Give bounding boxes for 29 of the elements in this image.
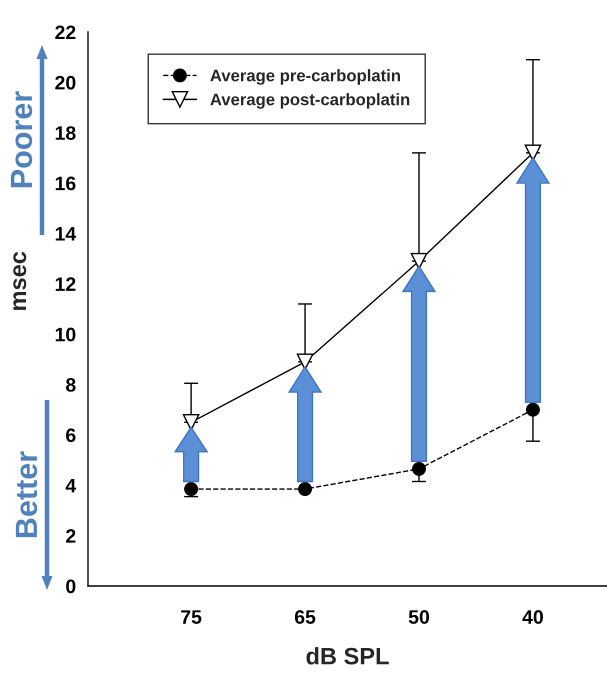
y-tick-label: 6 bbox=[66, 428, 76, 442]
text: Poorer bbox=[10, 91, 32, 188]
y-tick-label: 8 bbox=[66, 378, 76, 392]
y-tick-label: 10 bbox=[56, 328, 76, 342]
text: Better bbox=[16, 451, 38, 538]
point bbox=[410, 252, 428, 270]
point bbox=[524, 144, 542, 162]
y-tick-label: 18 bbox=[56, 126, 76, 140]
y-tick-label: 16 bbox=[56, 176, 76, 190]
y-tick-label: 14 bbox=[56, 227, 76, 240]
point bbox=[412, 462, 426, 476]
x-tick-label: 75 bbox=[181, 610, 202, 624]
x-axis-title: dB SPL bbox=[306, 647, 389, 665]
point bbox=[296, 354, 314, 370]
point bbox=[298, 482, 312, 496]
y-tick-label: 22 bbox=[55, 25, 76, 40]
legend-label: Average pre-carboplatin bbox=[210, 69, 400, 85]
y-tick-label: 2 bbox=[66, 529, 76, 543]
y-tick-label: 0 bbox=[66, 579, 76, 594]
x-tick-label: 40 bbox=[522, 610, 543, 624]
y-tick-label: 4 bbox=[66, 478, 76, 492]
y-axis-title: msec bbox=[13, 252, 26, 310]
point bbox=[184, 482, 198, 496]
x-tick-label: 65 bbox=[294, 610, 316, 624]
y-tick-label: 12 bbox=[56, 277, 76, 291]
legend-label: Average post-carboplatin bbox=[210, 93, 410, 109]
point bbox=[526, 402, 540, 417]
y-tick-label: 20 bbox=[55, 76, 76, 90]
x-tick-label: 50 bbox=[408, 610, 430, 624]
